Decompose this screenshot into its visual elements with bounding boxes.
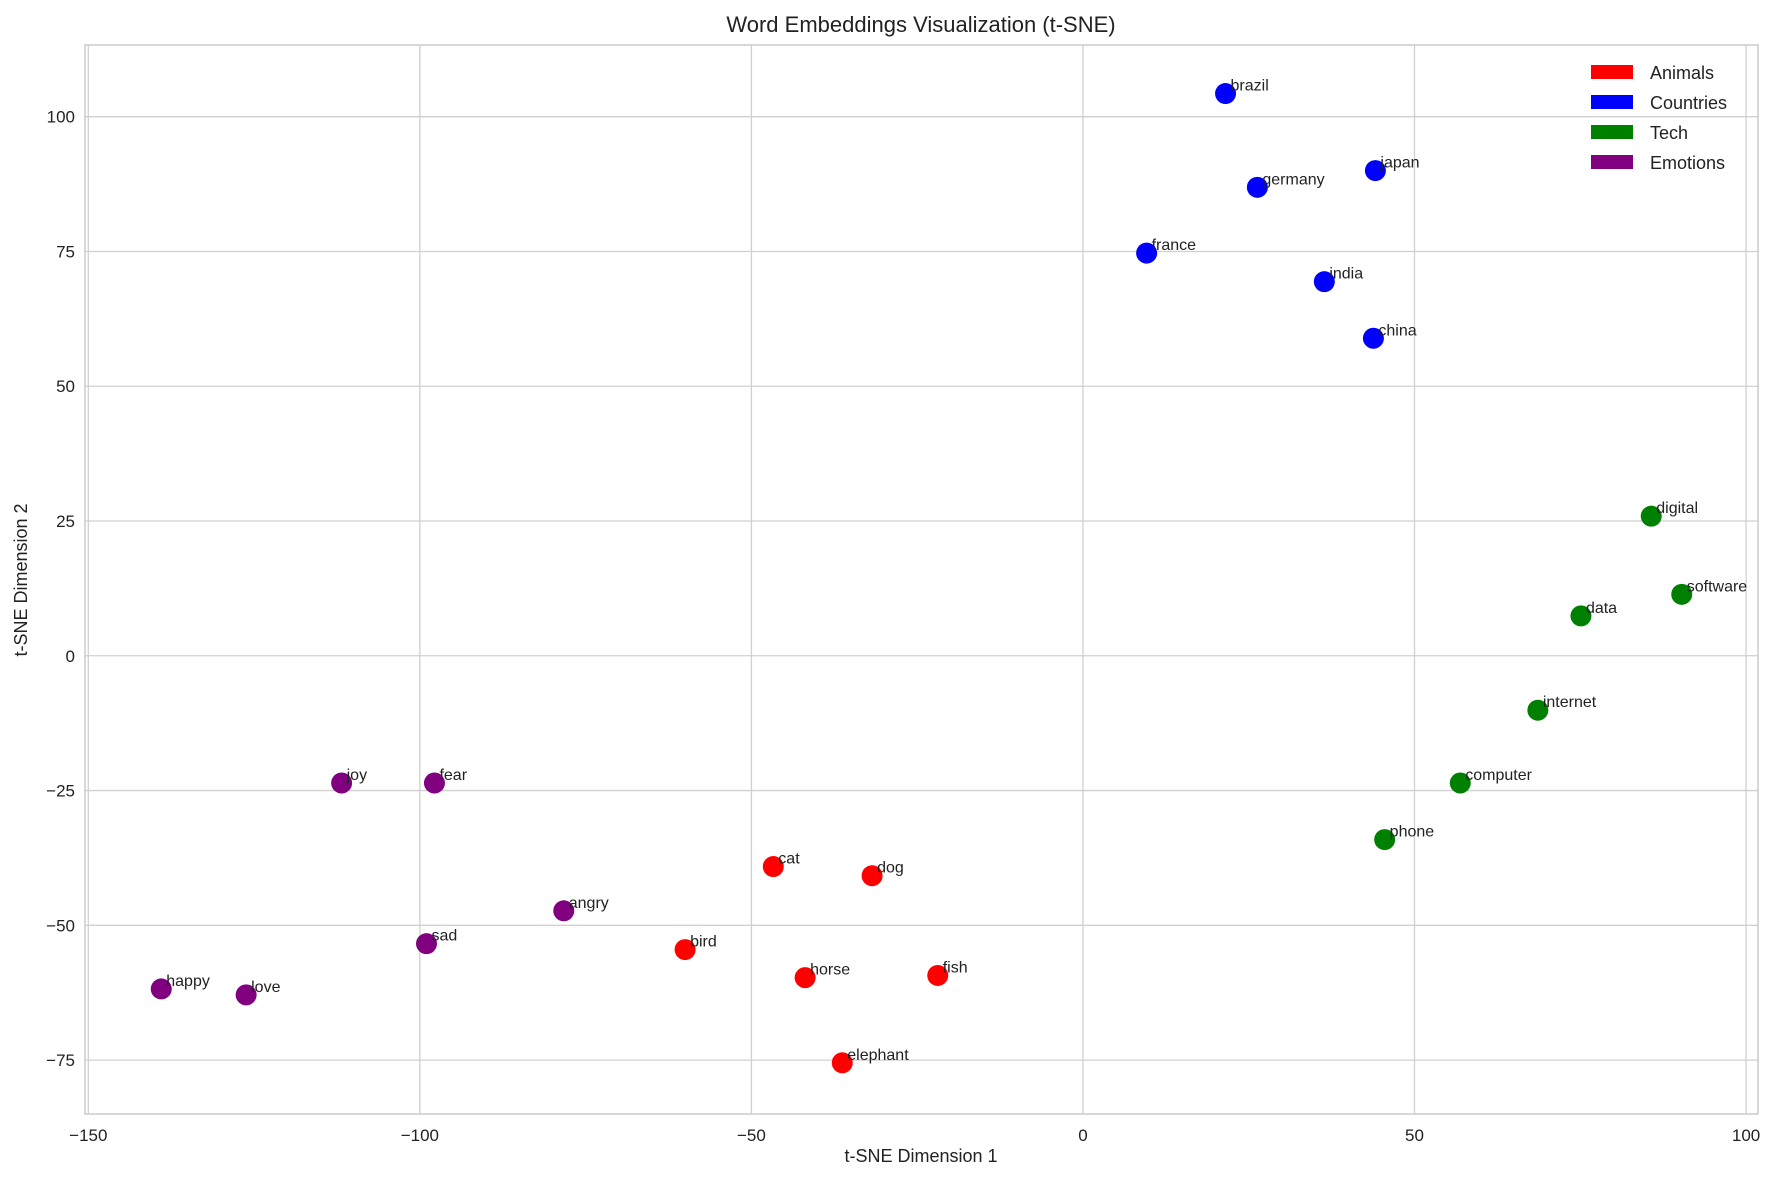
point-label-bird: bird [690,934,717,951]
point-label-internet: internet [1543,694,1597,711]
legend-swatch-animals [1591,65,1633,79]
point-label-france: france [1152,237,1197,254]
plot-frame [84,44,1759,1115]
point-label-happy: happy [166,973,210,990]
point-label-horse: horse [810,962,850,979]
data-point-sad [415,933,437,955]
data-point-india [1313,271,1335,293]
legend-label-emotions: Emotions [1650,153,1725,173]
point-label-brazil: brazil [1231,78,1269,95]
legend: Animals Countries Tech Emotions [1591,63,1727,173]
data-point-happy [150,978,172,1000]
point-label-joy: joy [346,767,367,784]
x-tick-label: 0 [1078,1126,1087,1145]
data-point-bird [674,939,696,961]
y-tick-label: 25 [56,512,75,531]
y-tick-label: 100 [47,108,75,127]
point-label-elephant: elephant [847,1047,909,1064]
point-label-dog: dog [877,860,904,877]
data-point-elephant [831,1052,853,1074]
data-point-fear [423,772,445,794]
y-tick-label: 75 [56,242,75,261]
data-point-japan [1364,160,1386,182]
legend-label-animals: Animals [1650,63,1714,83]
point-label-india: india [1329,266,1363,283]
point-label-phone: phone [1390,824,1435,841]
y-tick-label: 50 [56,377,75,396]
points: cat dog bird horse fish elephant brazil germany… [150,78,1748,1074]
data-point-angry [553,900,575,922]
point-label-digital: digital [1656,500,1698,517]
y-tick-label: −50 [46,916,75,935]
point-label-computer: computer [1465,767,1532,784]
data-point-joy [331,772,353,794]
y-axis-label: t-SNE Dimension 2 [11,503,31,656]
x-tick-label: 100 [1732,1126,1760,1145]
data-point-horse [794,967,816,989]
legend-label-countries: Countries [1650,93,1727,113]
data-point-software [1671,583,1693,605]
data-point-computer [1449,772,1471,794]
legend-swatch-countries [1591,95,1633,109]
data-point-brazil [1215,83,1237,105]
data-point-china [1362,327,1384,349]
point-label-data: data [1586,600,1617,617]
point-label-china: china [1378,322,1416,339]
data-point-france [1136,242,1158,264]
legend-swatch-emotions [1591,155,1633,169]
point-label-angry: angry [569,895,609,912]
x-tick-label: 50 [1405,1126,1424,1145]
data-point-digital [1640,505,1662,527]
y-tick-label: −25 [46,782,75,801]
legend-label-tech: Tech [1650,123,1688,143]
x-tick-label: −50 [737,1126,766,1145]
point-label-fish: fish [943,959,968,976]
point-label-fear: fear [439,767,467,784]
x-tick-label: −100 [401,1126,439,1145]
point-label-germany: germany [1262,171,1324,188]
x-axis-label: t-SNE Dimension 1 [844,1146,997,1166]
legend-swatch-tech [1591,125,1633,139]
point-label-love: love [251,979,280,996]
data-point-data [1570,605,1592,627]
data-point-cat [762,856,784,878]
x-tick-label: −150 [69,1126,107,1145]
point-label-japan: japan [1379,155,1419,172]
point-label-cat: cat [778,851,800,868]
data-point-germany [1246,176,1268,198]
data-point-fish [927,964,949,986]
chart-title: Word Embeddings Visualization (t-SNE) [726,12,1115,37]
data-point-dog [861,865,883,887]
point-label-software: software [1687,578,1748,595]
y-tick-label: 0 [66,647,75,666]
grid [85,45,1758,1114]
ticks: −150 −100 −50 0 50 100 −75 −50 −25 0 25 50 75 100 [46,108,1760,1145]
data-point-internet [1527,699,1549,721]
data-point-love [235,984,257,1006]
y-tick-label: −75 [46,1051,75,1070]
point-label-sad: sad [431,928,457,945]
data-point-phone [1374,829,1396,851]
